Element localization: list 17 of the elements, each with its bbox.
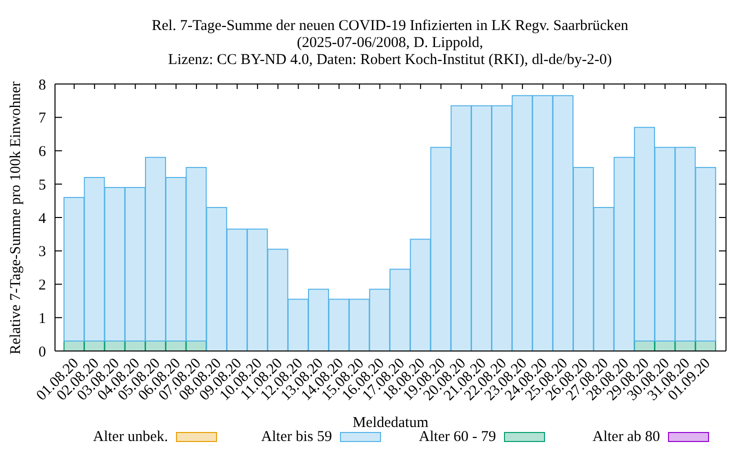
- y-tick-label: 4: [38, 210, 46, 227]
- legend-label: Alter bis 59: [261, 428, 332, 446]
- legend-label: Alter unbek.: [93, 428, 168, 446]
- x-axis-title: Meldedatum: [352, 415, 428, 431]
- chart-subtitle: (2025-07-06/2008, D. Lippold, Lizenz: CC BY-ND 4.0, Daten: Robert Koch-Institut (RKI), dl-de/by-2-0): [167, 35, 613, 69]
- y-tick-label: 7: [38, 110, 46, 127]
- y-axis-title: Relative 7-Tage-Summe pro 100k Einwohner: [7, 80, 25, 356]
- y-tick-label: 8: [38, 77, 46, 94]
- y-tick-label: 0: [38, 344, 46, 360]
- chart-title: Rel. 7-Tage-Summe der neuen COVID-19 Infizierten in LK Regv. Saarbrücken: [150, 18, 630, 35]
- y-tick-label: 1: [38, 310, 46, 327]
- legend-label: Alter 60 - 79: [418, 428, 496, 446]
- y-tick-label: 6: [38, 144, 46, 160]
- y-tick-label: 3: [38, 244, 46, 260]
- y-tick-label: 5: [38, 177, 46, 194]
- legend-label: Alter ab 80: [592, 428, 660, 446]
- y-tick-label: 2: [38, 278, 46, 294]
